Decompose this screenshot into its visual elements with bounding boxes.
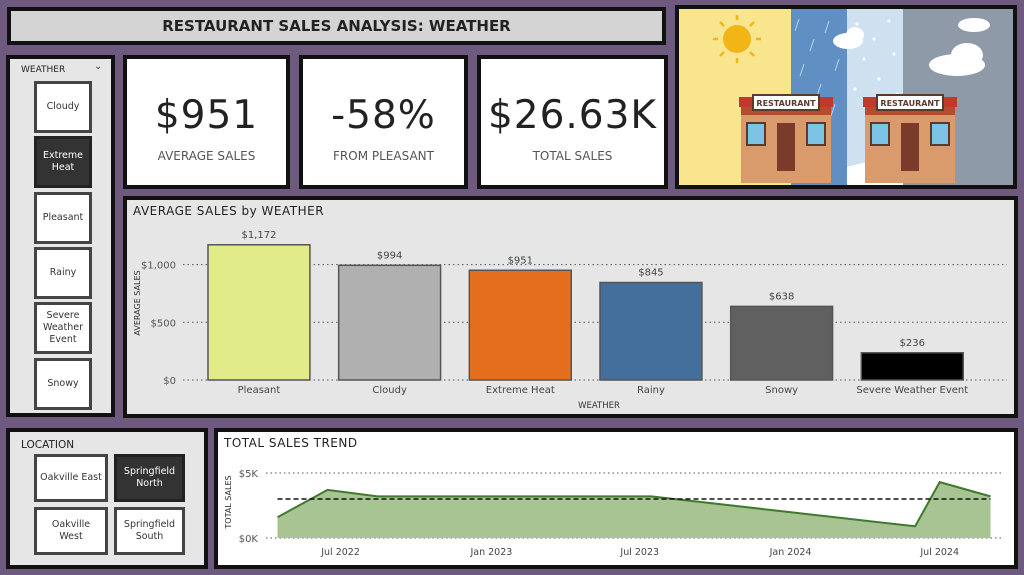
- bar-category-label: Snowy: [765, 385, 798, 396]
- bar-y-tick-label: $0: [163, 376, 176, 387]
- chevron-down-icon[interactable]: ⌄: [94, 61, 103, 72]
- bar-data-label: $638: [769, 291, 794, 302]
- weather-slicer: WEATHER ⌄ Cloudy Extreme Heat Pleasant R…: [6, 55, 115, 417]
- kpi-average-sales: $951 AVERAGE SALES: [123, 55, 290, 189]
- weather-option-extreme-heat[interactable]: Extreme Heat: [34, 136, 92, 188]
- trend-area: [277, 482, 991, 538]
- weather-option-cloudy[interactable]: Cloudy: [34, 81, 92, 133]
- restaurant-weather-illustration: RESTAURANT RESTAURANT: [679, 9, 1013, 185]
- bar[interactable]: [599, 281, 703, 381]
- kpi-value: $26.63K: [487, 93, 658, 138]
- hero-illustration: RESTAURANT RESTAURANT: [675, 5, 1017, 189]
- weather-option-pleasant[interactable]: Pleasant: [34, 192, 92, 244]
- location-option-springfield-south[interactable]: Springfield South: [114, 507, 185, 555]
- bar-data-label: $236: [900, 338, 925, 349]
- location-slicer: LOCATION Oakville East Springfield North…: [6, 428, 208, 569]
- kpi-label: AVERAGE SALES: [157, 149, 256, 163]
- trend-x-tick-label: Jul 2024: [919, 547, 959, 558]
- bar[interactable]: [860, 352, 965, 381]
- kpi-from-pleasant: -58% FROM PLEASANT: [299, 55, 468, 189]
- kpi-total-sales: $26.63K TOTAL SALES: [477, 55, 668, 189]
- bar-category-label: Severe Weather Event: [856, 385, 968, 396]
- bar[interactable]: [337, 264, 442, 381]
- bar[interactable]: [729, 305, 834, 381]
- cloud-icon: [833, 18, 990, 76]
- bar-y-axis-label: AVERAGE SALES: [133, 270, 142, 335]
- trend-x-tick-label: Jul 2023: [619, 547, 659, 558]
- trend-chart-title: TOTAL SALES TREND: [224, 436, 358, 450]
- report-title: RESTAURANT SALES ANALYSIS: WEATHER: [162, 17, 511, 35]
- trend-x-tick-label: Jan 2024: [769, 547, 812, 558]
- bar-y-tick-label: $1,000: [141, 261, 176, 272]
- svg-text:RESTAURANT: RESTAURANT: [756, 99, 816, 108]
- trend-chart-plot: $0K $5K TOTAL SALES Jul 2022 Jan 2023 Jul 202…: [224, 469, 1002, 558]
- trend-x-tick-label: Jul 2022: [320, 547, 360, 558]
- bar-category-label: Pleasant: [238, 385, 281, 396]
- report-title-bar: RESTAURANT SALES ANALYSIS: WEATHER: [7, 7, 666, 45]
- trend-y-tick-label: $0K: [239, 534, 259, 545]
- bar-data-label: $1,172: [241, 230, 276, 241]
- trend-y-axis-label: TOTAL SALES: [224, 475, 233, 529]
- location-option-oakville-west[interactable]: Oakville West: [34, 507, 108, 555]
- bar-category-label: Rainy: [637, 385, 665, 396]
- bar-data-label: $845: [638, 268, 663, 279]
- bar-data-label: $951: [508, 255, 533, 266]
- weather-option-severe-weather-event[interactable]: Severe Weather Event: [34, 302, 92, 354]
- kpi-value: -58%: [331, 93, 436, 138]
- kpi-value: $951: [154, 93, 259, 138]
- bar-x-axis-label: WEATHER: [578, 401, 620, 411]
- sun-icon: [713, 15, 761, 63]
- weather-option-snowy[interactable]: Snowy: [34, 358, 92, 410]
- restaurant-left-icon: RESTAURANT: [739, 94, 833, 183]
- location-option-springfield-north[interactable]: Springfield North: [114, 454, 185, 502]
- trend-line[interactable]: [277, 480, 991, 528]
- trend-x-tick-label: Jan 2023: [469, 547, 512, 558]
- location-slicer-title: LOCATION: [21, 439, 75, 451]
- bar[interactable]: [468, 269, 573, 381]
- bar-category-label: Cloudy: [372, 385, 407, 396]
- weather-slicer-title: WEATHER: [21, 65, 66, 75]
- bar[interactable]: [207, 244, 311, 381]
- bar-category-label: Extreme Heat: [486, 385, 555, 396]
- svg-text:RESTAURANT: RESTAURANT: [880, 99, 940, 108]
- bar-y-tick-label: $500: [151, 318, 176, 329]
- total-sales-trend-chart: TOTAL SALES TREND $0K $5K TOTAL SALES Jul 2…: [214, 428, 1018, 569]
- location-option-oakville-east[interactable]: Oakville East: [34, 454, 108, 502]
- bar-chart-title: AVERAGE SALES by WEATHER: [133, 204, 325, 218]
- restaurant-right-icon: RESTAURANT: [863, 94, 957, 183]
- bar-data-label: $994: [377, 250, 402, 261]
- average-sales-bar-chart: AVERAGE SALES by WEATHER $0 $500 $1,000 AVE…: [123, 196, 1018, 418]
- kpi-label: TOTAL SALES: [532, 149, 613, 163]
- trend-y-tick-label: $5K: [239, 469, 259, 480]
- weather-option-rainy[interactable]: Rainy: [34, 247, 92, 299]
- kpi-label: FROM PLEASANT: [333, 149, 434, 163]
